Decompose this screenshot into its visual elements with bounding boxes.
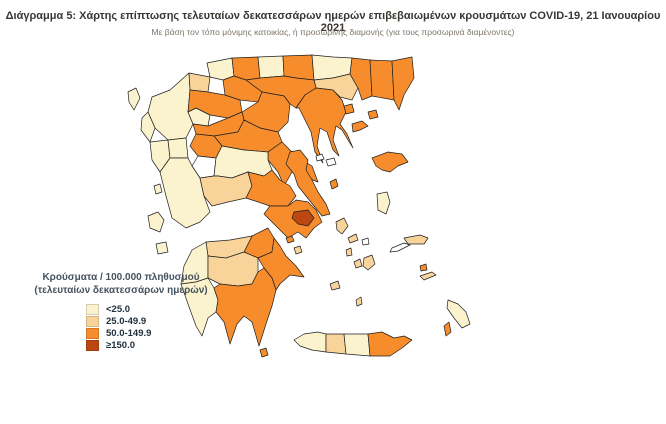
region-kalymnos xyxy=(419,263,428,272)
region-evros xyxy=(391,56,415,111)
legend-rows: <25.0 25.0-49.9 50.0-149.9 ≥150.0 xyxy=(16,303,226,351)
region-aetolia xyxy=(159,157,211,229)
region-athens xyxy=(291,209,315,227)
region-ioannina xyxy=(147,72,194,141)
region-lasithi xyxy=(367,331,413,357)
figure-subtitle: Με βάση τον τόπο μόνιμης κατοικίας, ή πρ… xyxy=(151,27,515,37)
map-legend: Κρούσματα / 100.000 πληθυσμού (τελευταίω… xyxy=(16,272,226,351)
legend-title: Κρούσματα / 100.000 πληθυσμού (τελευταίω… xyxy=(16,272,226,297)
region-arta xyxy=(167,137,189,159)
region-kilkis xyxy=(257,55,285,79)
legend-swatch-ge150 xyxy=(86,339,99,351)
region-thesprotia xyxy=(140,111,156,143)
region-euboea xyxy=(285,149,331,217)
region-lefkada xyxy=(153,183,163,195)
region-paros xyxy=(353,258,363,269)
region-kastoria xyxy=(188,72,211,93)
region-syros xyxy=(345,247,353,257)
region-aegina xyxy=(293,245,303,255)
region-zakynthos xyxy=(155,241,169,255)
region-boeotia xyxy=(245,169,297,207)
region-corfu xyxy=(127,87,141,111)
region-milos xyxy=(329,280,341,291)
region-skiathos xyxy=(315,153,325,162)
region-thasos xyxy=(343,103,355,115)
legend-label: 25.0-49.9 xyxy=(106,315,147,327)
legend-row-lt25: <25.0 xyxy=(86,303,226,315)
region-karpathos xyxy=(443,321,452,337)
region-samothrace xyxy=(367,109,379,120)
legend-row-ge150: ≥150.0 xyxy=(86,339,226,351)
legend-swatch-c50_149 xyxy=(86,327,99,339)
region-limnos xyxy=(351,120,369,133)
region-chalkidiki xyxy=(295,87,354,164)
region-rhodes xyxy=(446,299,471,329)
region-ikaria xyxy=(389,242,411,253)
region-kefalonia xyxy=(147,211,165,233)
region-phocis xyxy=(199,171,253,207)
region-serres xyxy=(282,54,315,81)
legend-title-line2: (τελευταίων δεκατεσσάρων ημερών) xyxy=(34,284,208,296)
region-naxos xyxy=(362,254,376,271)
legend-label: ≥150.0 xyxy=(106,339,135,351)
legend-row-c50_149: 50.0-149.9 xyxy=(86,327,226,339)
region-chania xyxy=(293,331,327,353)
region-rethymno xyxy=(325,333,347,355)
region-andros xyxy=(335,217,349,235)
legend-label: <25.0 xyxy=(106,303,131,315)
region-santorini xyxy=(355,296,363,307)
region-chios xyxy=(376,191,391,215)
region-florina xyxy=(206,57,235,81)
region-lesbos xyxy=(371,151,409,173)
region-rhodopi xyxy=(369,59,395,101)
legend-title-line1: Κρούσματα / 100.000 πληθυσμού xyxy=(42,272,200,283)
region-kythira xyxy=(259,347,269,358)
region-skyros xyxy=(329,178,339,190)
region-skopelos xyxy=(325,157,337,167)
region-mykonos xyxy=(361,237,370,246)
region-salamina xyxy=(285,235,295,244)
region-laconia xyxy=(213,267,277,347)
legend-swatch-lt25 xyxy=(86,303,99,315)
legend-label: 50.0-149.9 xyxy=(106,327,152,339)
legend-row-c25_49: 25.0-49.9 xyxy=(86,315,226,327)
region-kos xyxy=(419,271,437,281)
figure-title: Διάγραμμα 5: Χάρτης επίπτωσης τελευταίων… xyxy=(5,10,661,34)
region-samos xyxy=(403,234,429,245)
region-heraklion xyxy=(343,333,371,357)
region-tinos xyxy=(347,233,359,244)
legend-swatch-c25_49 xyxy=(86,315,99,327)
